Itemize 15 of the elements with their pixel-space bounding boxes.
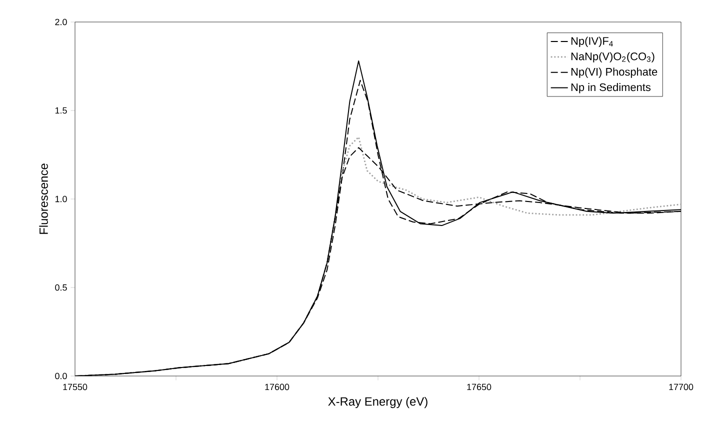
x-tick-label: 17600 bbox=[265, 384, 290, 390]
x-axis-title: X-Ray Energy (eV) bbox=[328, 396, 428, 408]
x-tick-label: 17550 bbox=[63, 384, 88, 390]
legend-label: Np in Sediments bbox=[571, 83, 651, 94]
y-tick-label: 2.0 bbox=[55, 18, 67, 26]
x-tick-label: 17650 bbox=[467, 384, 492, 390]
y-tick-label: 0.0 bbox=[55, 372, 67, 380]
y-axis-title: Fluorescence bbox=[39, 164, 48, 234]
x-tick-label: 17700 bbox=[669, 384, 694, 390]
legend-label: NaNp(V)O$_{2}$(CO$_{3}$) bbox=[571, 52, 654, 62]
y-tick-label: 1.0 bbox=[55, 196, 67, 202]
y-tick-label: 0.5 bbox=[55, 284, 67, 291]
legend-label: Np(VI) Phosphate bbox=[571, 68, 658, 78]
legend-label: Np(IV)F$_{4}$ bbox=[571, 36, 613, 48]
y-tick-label: 1.5 bbox=[55, 107, 67, 114]
